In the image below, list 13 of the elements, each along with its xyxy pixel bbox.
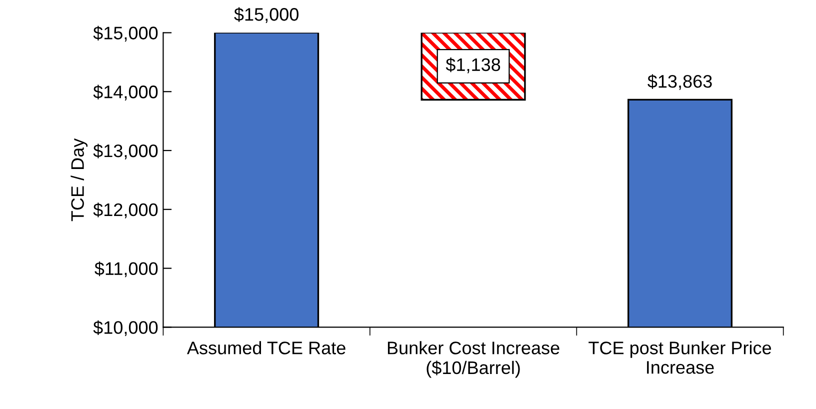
y-tick-label: $11,000 (94, 261, 158, 278)
y-tick-label: $15,000 (93, 26, 158, 42)
y-tick-label: $10,000 (93, 320, 158, 336)
y-axis-title: TCE / Day (70, 138, 88, 222)
x-tick-label: Bunker Cost Increase ($10/Barrel) (388, 341, 560, 378)
data-label: $1,138 (446, 58, 500, 74)
x-tick-label: TCE post Bunker Price Increase (588, 341, 772, 374)
data-label: $13,863 (648, 74, 712, 90)
x-tick-label: Assumed TCE Rate (186, 341, 346, 354)
y-tick-label: $12,000 (93, 202, 158, 218)
data-label: $15,000 (234, 7, 298, 23)
y-tick-label: $13,000 (93, 144, 158, 160)
y-tick-label: $14,000 (93, 84, 158, 100)
